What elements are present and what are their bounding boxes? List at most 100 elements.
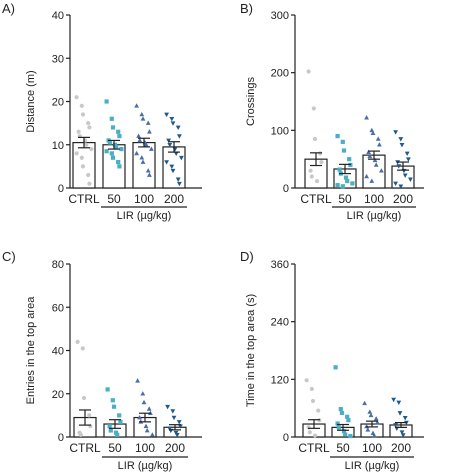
data-point <box>105 387 110 392</box>
data-point <box>362 400 367 406</box>
data-point <box>343 432 348 437</box>
data-point <box>107 424 112 429</box>
data-point <box>117 413 122 418</box>
data-point <box>177 181 182 187</box>
data-point <box>175 125 181 131</box>
data-point <box>110 125 116 130</box>
data-point <box>79 103 84 108</box>
data-point <box>134 150 139 156</box>
y-tick-label: 30 <box>52 53 64 65</box>
data-point <box>170 409 176 414</box>
panel-label: D) <box>240 249 254 264</box>
y-tick-label: 60 <box>52 302 64 314</box>
data-point <box>117 164 122 169</box>
data-point <box>319 159 324 165</box>
data-point <box>175 177 181 182</box>
data-point <box>391 397 396 403</box>
data-point <box>80 164 86 169</box>
data-point <box>345 178 350 184</box>
y-tick-label: 240 <box>271 317 289 329</box>
data-point <box>366 149 371 155</box>
x-tick-label: 100 <box>362 441 382 455</box>
x-tick-label: 200 <box>393 192 413 206</box>
data-point <box>307 430 312 435</box>
x-tick-label: 200 <box>164 192 184 206</box>
data-point <box>375 136 381 141</box>
x-axis-label: LIR (µg/kg) <box>118 460 173 472</box>
data-point <box>309 386 314 392</box>
y-tick-label: 20 <box>52 389 64 401</box>
bar <box>162 146 186 189</box>
data-point <box>174 433 180 438</box>
data-point <box>78 432 83 437</box>
data-point <box>311 106 316 111</box>
data-point <box>87 181 92 186</box>
panel-label: C) <box>2 249 16 264</box>
data-point <box>406 157 411 162</box>
data-point <box>365 427 371 432</box>
data-point <box>140 159 146 164</box>
y-axis-label: Time in the top area (s) <box>245 294 257 407</box>
data-point <box>111 404 117 409</box>
data-point <box>119 146 124 152</box>
x-tick-label: CTRL <box>68 192 100 206</box>
data-point <box>166 138 171 144</box>
x-tick-label: 100 <box>135 441 155 455</box>
data-point <box>150 432 155 437</box>
data-point <box>369 178 375 183</box>
data-point <box>309 174 314 179</box>
data-point <box>399 430 405 435</box>
data-point <box>147 129 152 134</box>
data-point <box>343 175 349 180</box>
y-tick-label: 100 <box>271 125 289 137</box>
data-point <box>165 404 170 410</box>
data-point <box>137 414 142 420</box>
data-point <box>170 121 176 126</box>
data-point <box>139 155 145 160</box>
data-point <box>398 137 404 142</box>
data-point <box>338 407 343 412</box>
data-point <box>333 365 338 370</box>
data-point <box>109 116 114 121</box>
data-point <box>364 115 369 120</box>
data-point <box>368 412 374 418</box>
y-tick-label: 0 <box>58 432 64 444</box>
data-point <box>396 164 402 169</box>
y-tick-label: 360 <box>271 259 289 271</box>
y-tick-label: 10 <box>52 140 64 152</box>
data-point <box>86 172 91 178</box>
data-point <box>348 433 353 439</box>
data-point <box>341 429 347 434</box>
data-point <box>164 160 169 165</box>
x-axis-label: LIR (µg/kg) <box>117 210 172 222</box>
data-point <box>87 125 92 130</box>
data-point <box>178 424 183 429</box>
data-point <box>135 378 140 383</box>
data-point <box>176 420 182 425</box>
data-point <box>340 184 345 189</box>
x-tick-label: 100 <box>134 192 154 206</box>
data-point <box>136 133 141 138</box>
data-point <box>104 149 109 154</box>
data-point <box>80 112 86 117</box>
data-point <box>141 399 147 405</box>
data-point <box>375 419 380 425</box>
panel-label: A) <box>2 1 15 16</box>
data-point <box>179 155 184 161</box>
data-point <box>107 140 112 145</box>
data-point <box>398 184 404 189</box>
y-tick-label: 300 <box>271 10 289 22</box>
data-point <box>377 142 382 147</box>
data-point <box>86 121 91 126</box>
data-point <box>397 411 403 416</box>
data-point <box>110 398 115 403</box>
data-point <box>364 173 369 179</box>
data-point <box>145 120 151 125</box>
data-point <box>408 177 413 182</box>
x-tick-label: CTRL <box>300 192 332 206</box>
data-point <box>74 151 79 156</box>
data-point <box>310 398 316 404</box>
data-point <box>110 155 116 160</box>
data-point <box>370 130 376 136</box>
